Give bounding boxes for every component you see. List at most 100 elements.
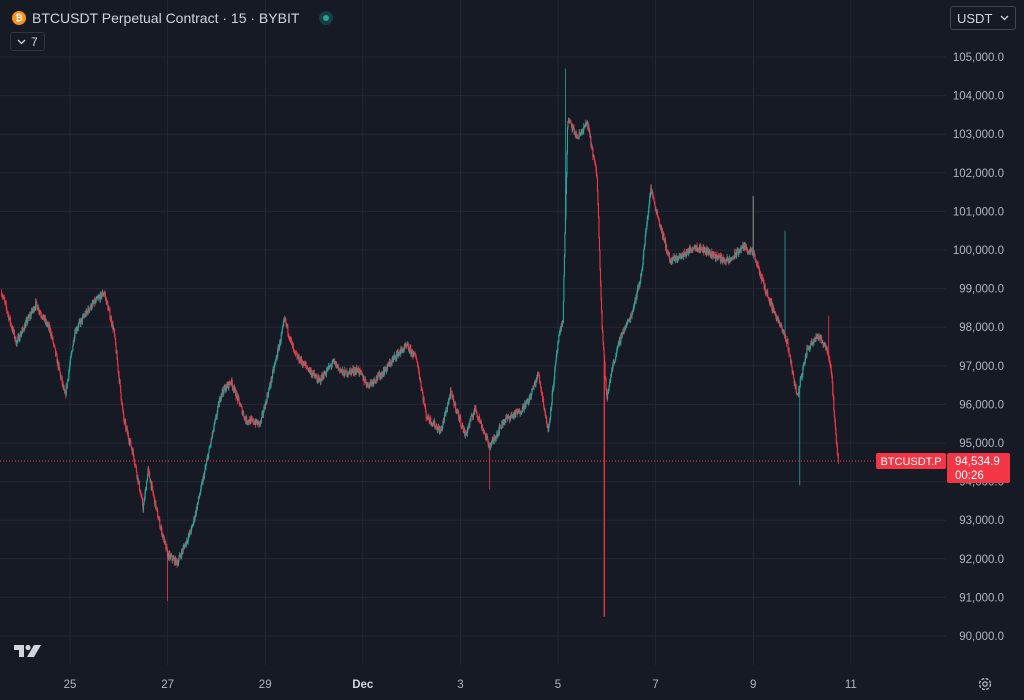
candle-body-312 xyxy=(159,519,161,528)
candle-body-265 xyxy=(135,464,137,467)
candle-body-593 xyxy=(302,362,304,366)
candle-body-1526 xyxy=(776,319,778,321)
candle-body-768 xyxy=(391,363,393,364)
candle-body-805 xyxy=(409,347,411,348)
tradingview-logo-icon[interactable] xyxy=(13,643,43,659)
candle-body-949 xyxy=(483,430,485,433)
candle-body-435 xyxy=(221,389,223,395)
candle-body-1032 xyxy=(525,402,527,408)
candle-body-1447 xyxy=(736,249,738,257)
candle-body-735 xyxy=(374,380,376,383)
candle-body-1581 xyxy=(804,361,806,365)
candle-body-1261 xyxy=(641,268,643,272)
price-axis[interactable] xyxy=(946,0,1024,665)
candle-body-722 xyxy=(367,382,369,386)
candle-body-1221 xyxy=(621,334,623,339)
candle-body-734 xyxy=(373,378,375,381)
candle-body-624 xyxy=(317,376,319,379)
candle-body-238 xyxy=(121,403,123,405)
candle-body-1180 xyxy=(600,283,602,298)
candle-body-1178 xyxy=(599,250,601,269)
candle-body-215 xyxy=(109,318,112,320)
candle-body-247 xyxy=(126,427,128,429)
candle-body-1023 xyxy=(520,412,522,414)
status-dot xyxy=(323,15,330,21)
symbol-title[interactable]: BTCUSDT Perpetual Contract · 15 · BYBIT xyxy=(32,10,300,26)
candle-body-292 xyxy=(149,472,151,479)
candle-body-1 xyxy=(1,292,3,296)
candle-body-520 xyxy=(264,401,267,409)
candle-body-1193 xyxy=(607,393,609,400)
candle-body-1064 xyxy=(541,393,543,395)
candle-body-420 xyxy=(214,422,216,424)
candle-body-904 xyxy=(460,417,462,426)
candle-body-433 xyxy=(220,394,222,399)
candle-body-572 xyxy=(291,341,293,343)
candle-body-1268 xyxy=(645,231,647,237)
candle-body-895 xyxy=(455,410,457,412)
candle-body-1645 xyxy=(836,446,838,454)
candle-body-1646 xyxy=(837,453,839,457)
candle-body-1464 xyxy=(744,244,746,250)
candle-body-931 xyxy=(473,408,475,412)
candle-body-1095 xyxy=(557,343,559,350)
candle-body-674 xyxy=(343,372,345,376)
candle-body-35 xyxy=(18,335,20,341)
currency-select[interactable]: USDT xyxy=(950,6,1016,30)
candle-body-39 xyxy=(20,334,22,337)
candle-body-1547 xyxy=(787,339,789,342)
candle-body-988 xyxy=(502,421,504,425)
candle-body-411 xyxy=(209,445,211,448)
candle-body-811 xyxy=(412,352,414,357)
candle-body-1107 xyxy=(563,277,565,302)
candle-body-1586 xyxy=(806,347,808,349)
candle-body-278 xyxy=(141,498,144,506)
candle-body-466 xyxy=(237,396,239,401)
symbol-tag-label: BTCUSDT.P xyxy=(880,456,941,468)
candle-body-1636 xyxy=(832,383,834,396)
candle-body-817 xyxy=(415,358,418,361)
candle-body-89 xyxy=(45,320,47,325)
candle-body-806 xyxy=(410,347,412,355)
candle-body-1348 xyxy=(685,251,687,257)
candle-body-475 xyxy=(242,412,244,414)
indicators-toggle-button[interactable]: 7 xyxy=(10,32,45,51)
candle-body-1548 xyxy=(787,341,789,350)
candle-body-936 xyxy=(476,412,478,415)
candle-body-230 xyxy=(117,364,119,371)
candle-body-786 xyxy=(400,348,402,354)
candle-body-845 xyxy=(430,417,432,424)
candle-body-1158 xyxy=(589,130,591,137)
candle-body-464 xyxy=(236,393,238,397)
candle-body-40 xyxy=(20,332,23,335)
candle-body-1255 xyxy=(638,284,640,289)
candle-body-205 xyxy=(104,294,106,298)
candle-body-872 xyxy=(443,414,445,421)
candle-body-1345 xyxy=(684,254,686,256)
candle-body-941 xyxy=(478,416,481,421)
candle-body-277 xyxy=(141,496,143,499)
candle-body-573 xyxy=(291,342,293,348)
candle-body-79 xyxy=(40,315,42,317)
market-status-icon[interactable] xyxy=(319,11,334,25)
candle-body-1565 xyxy=(796,392,798,394)
candle-body-1337 xyxy=(680,253,682,256)
candle-body-373 xyxy=(190,532,192,534)
candle-body-1312 xyxy=(667,250,669,255)
candle-body-1508 xyxy=(767,291,769,297)
chevron-down-icon xyxy=(17,39,26,44)
gear-icon[interactable] xyxy=(977,676,993,692)
candle-body-1629 xyxy=(828,358,830,360)
candle-body-400 xyxy=(203,471,206,478)
candle-body-756 xyxy=(384,366,387,370)
candle-body-217 xyxy=(110,317,113,325)
candle-body-52 xyxy=(27,321,29,324)
candle-body-1309 xyxy=(666,244,668,252)
candle-body-1543 xyxy=(784,334,787,340)
candle-body-729 xyxy=(371,381,373,385)
candle-body-273 xyxy=(139,490,141,493)
candle-body-981 xyxy=(499,425,501,427)
candle-body-856 xyxy=(435,425,437,427)
candle-body-1634 xyxy=(831,372,833,377)
